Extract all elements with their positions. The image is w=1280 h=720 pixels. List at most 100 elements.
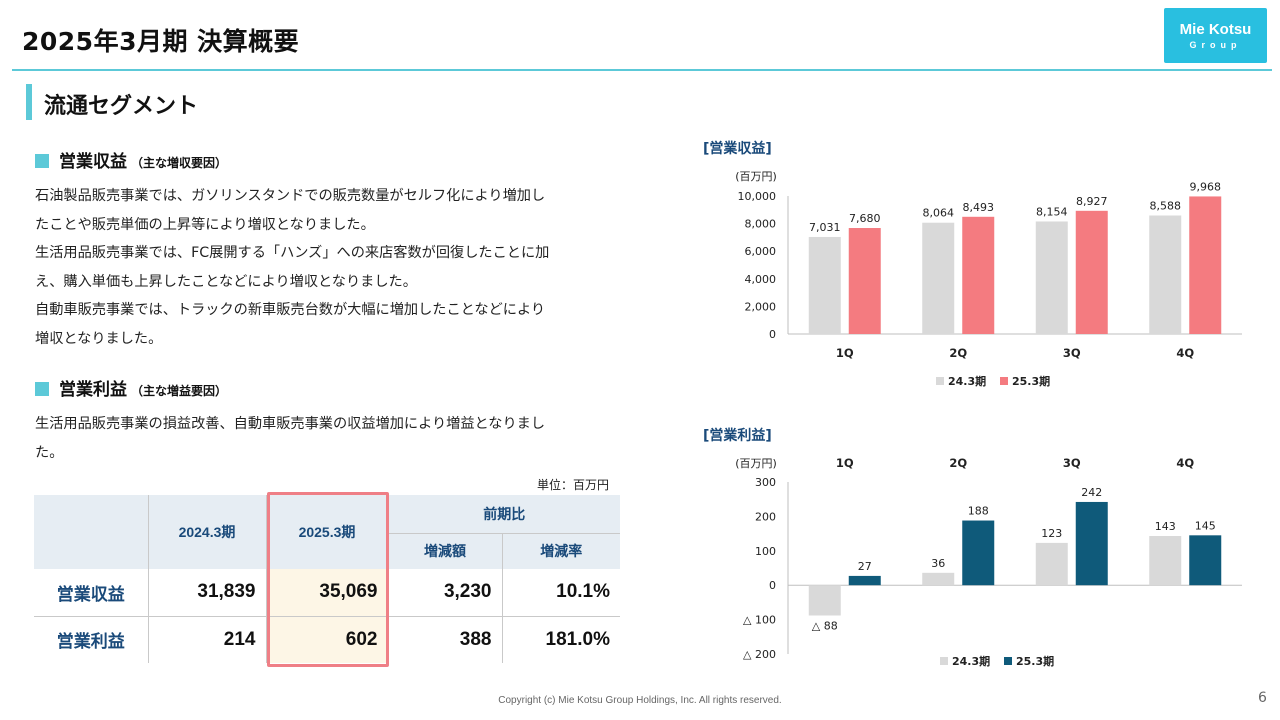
- x-tick-label: 1Q: [836, 456, 854, 470]
- text-line: え、購入単価も上昇したことなどにより増収となりました。: [35, 273, 417, 290]
- x-tick-label: 2Q: [949, 456, 967, 470]
- row-label: 営業収益: [34, 569, 149, 617]
- section-accent-bar: [26, 84, 32, 120]
- revenue-chart-title: [営業収益]: [703, 141, 772, 157]
- y-tick-label: 10,000: [738, 190, 777, 203]
- revenue-chart: (百万円) 0 2,000 4,000 6,000 8,000 10,000 1Q 7,031 7…: [735, 170, 1242, 388]
- page-number: 6: [1258, 690, 1267, 706]
- bar: [1035, 542, 1068, 586]
- cell-change: 388: [388, 616, 503, 663]
- legend-swatch: [936, 377, 944, 385]
- data-label: 8,064: [923, 207, 955, 220]
- profit-heading-label: 営業利益: [59, 380, 127, 400]
- y-tick-label: 6,000: [745, 245, 777, 258]
- data-label: △ 88: [812, 619, 838, 632]
- profit-heading-note: （主な増益要因）: [131, 384, 228, 398]
- revenue-description: 石油製品販売事業では、ガソリンスタンドでの販売数量がセルフ化により増加し たこと…: [35, 182, 625, 354]
- x-tick-label: 3Q: [1063, 456, 1081, 470]
- header-rate: 増減率: [502, 533, 620, 569]
- cell-fy2025: 35,069: [266, 569, 389, 617]
- y-tick-label: 100: [755, 545, 776, 558]
- y-tick-label: 300: [755, 476, 776, 489]
- text-line: たことや販売単価の上昇等により増収となりました。: [35, 216, 375, 233]
- header-fy2025: 2025.3期: [266, 495, 389, 569]
- data-label: 9,968: [1190, 180, 1222, 193]
- summary-table: 2024.3期 2025.3期 前期比 増減額 増減率 営業収益 31,839 …: [34, 495, 620, 663]
- data-label: 188: [968, 505, 989, 518]
- data-label: 8,588: [1150, 199, 1182, 212]
- header-change: 増減額: [388, 533, 503, 569]
- copyright-text: Copyright (c) Mie Kotsu Group Holdings, …: [498, 695, 782, 706]
- bar: [922, 572, 955, 586]
- bar: [1149, 536, 1182, 586]
- bar: [808, 585, 841, 616]
- company-logo: Mie Kotsu Group: [1164, 8, 1267, 63]
- header-fy2024: 2024.3期: [148, 495, 267, 569]
- table-row: 営業利益 214 602 388 181.0%: [34, 616, 620, 663]
- data-label: 123: [1041, 527, 1062, 540]
- bar: [1075, 210, 1108, 334]
- profit-heading: 営業利益 （主な増益要因）: [35, 375, 227, 400]
- section-title: 流通セグメント: [44, 94, 199, 119]
- x-tick-label: 4Q: [1176, 346, 1194, 360]
- logo-sub-text: Group: [1189, 40, 1242, 50]
- data-label: 8,493: [963, 201, 995, 214]
- bar: [1075, 501, 1108, 586]
- bar: [922, 222, 955, 334]
- data-label: 36: [931, 557, 945, 570]
- y-tick-label: 4,000: [745, 273, 777, 286]
- y-tick-label: △ 200: [743, 648, 776, 661]
- table-corner-cell: [34, 495, 149, 569]
- y-tick-label: 8,000: [745, 218, 777, 231]
- y-axis-unit-label: (百万円): [735, 170, 777, 183]
- data-label: 143: [1155, 520, 1176, 533]
- x-tick-label: 3Q: [1063, 346, 1081, 360]
- data-label: 8,927: [1076, 195, 1108, 208]
- bar: [1149, 215, 1182, 334]
- bar: [1035, 221, 1068, 334]
- logo-main-text: Mie Kotsu: [1179, 21, 1252, 38]
- y-tick-label: △ 100: [743, 614, 776, 627]
- revenue-heading-label: 営業収益: [59, 152, 127, 172]
- y-axis-unit-label: (百万円): [735, 457, 777, 470]
- x-tick-label: 1Q: [836, 346, 854, 360]
- text-line: 生活用品販売事業では、FC展開する「ハンズ」への来店客数が回復したことに加: [35, 245, 550, 262]
- legend-swatch: [1000, 377, 1008, 385]
- revenue-heading: 営業収益 （主な増収要因）: [35, 147, 227, 172]
- legend-label: 25.3期: [1016, 654, 1054, 668]
- legend-label: 25.3期: [1012, 374, 1050, 388]
- data-label: 242: [1081, 486, 1102, 499]
- legend-label: 24.3期: [952, 654, 990, 668]
- data-label: 145: [1195, 519, 1216, 532]
- row-label: 営業利益: [34, 616, 149, 663]
- bar: [962, 216, 995, 334]
- legend-label: 24.3期: [948, 374, 986, 388]
- square-bullet-icon: [35, 154, 49, 168]
- data-label: 7,680: [849, 212, 881, 225]
- text-line: 自動車販売事業では、トラックの新車販売台数が大幅に増加したことなどにより: [35, 302, 546, 319]
- text-line: 増収となりました。: [35, 330, 163, 347]
- y-tick-label: 0: [769, 579, 776, 592]
- profit-chart-title: [営業利益]: [703, 428, 772, 444]
- table-row: 営業収益 31,839 35,069 3,230 10.1%: [34, 569, 620, 617]
- bar: [1189, 196, 1222, 334]
- data-label: 7,031: [809, 221, 841, 234]
- table-unit-label: 単位：百万円: [537, 478, 610, 492]
- cell-change: 3,230: [388, 569, 503, 617]
- text-line: 石油製品販売事業では、ガソリンスタンドでの販売数量がセルフ化により増加し: [35, 188, 546, 204]
- cell-fy2024: 214: [148, 616, 267, 663]
- data-label: 8,154: [1036, 205, 1068, 218]
- title-divider: [12, 69, 1272, 71]
- bar: [1189, 535, 1222, 586]
- text-line: た。: [35, 444, 64, 461]
- x-tick-label: 2Q: [949, 346, 967, 360]
- y-tick-label: 200: [755, 510, 776, 523]
- bar: [962, 520, 995, 586]
- header-yoy: 前期比: [388, 495, 620, 534]
- square-bullet-icon: [35, 382, 49, 396]
- legend-swatch: [1004, 657, 1012, 665]
- x-tick-label: 4Q: [1176, 456, 1194, 470]
- bar: [848, 228, 881, 334]
- cell-rate: 181.0%: [545, 628, 610, 650]
- y-tick-label: 2,000: [745, 300, 777, 313]
